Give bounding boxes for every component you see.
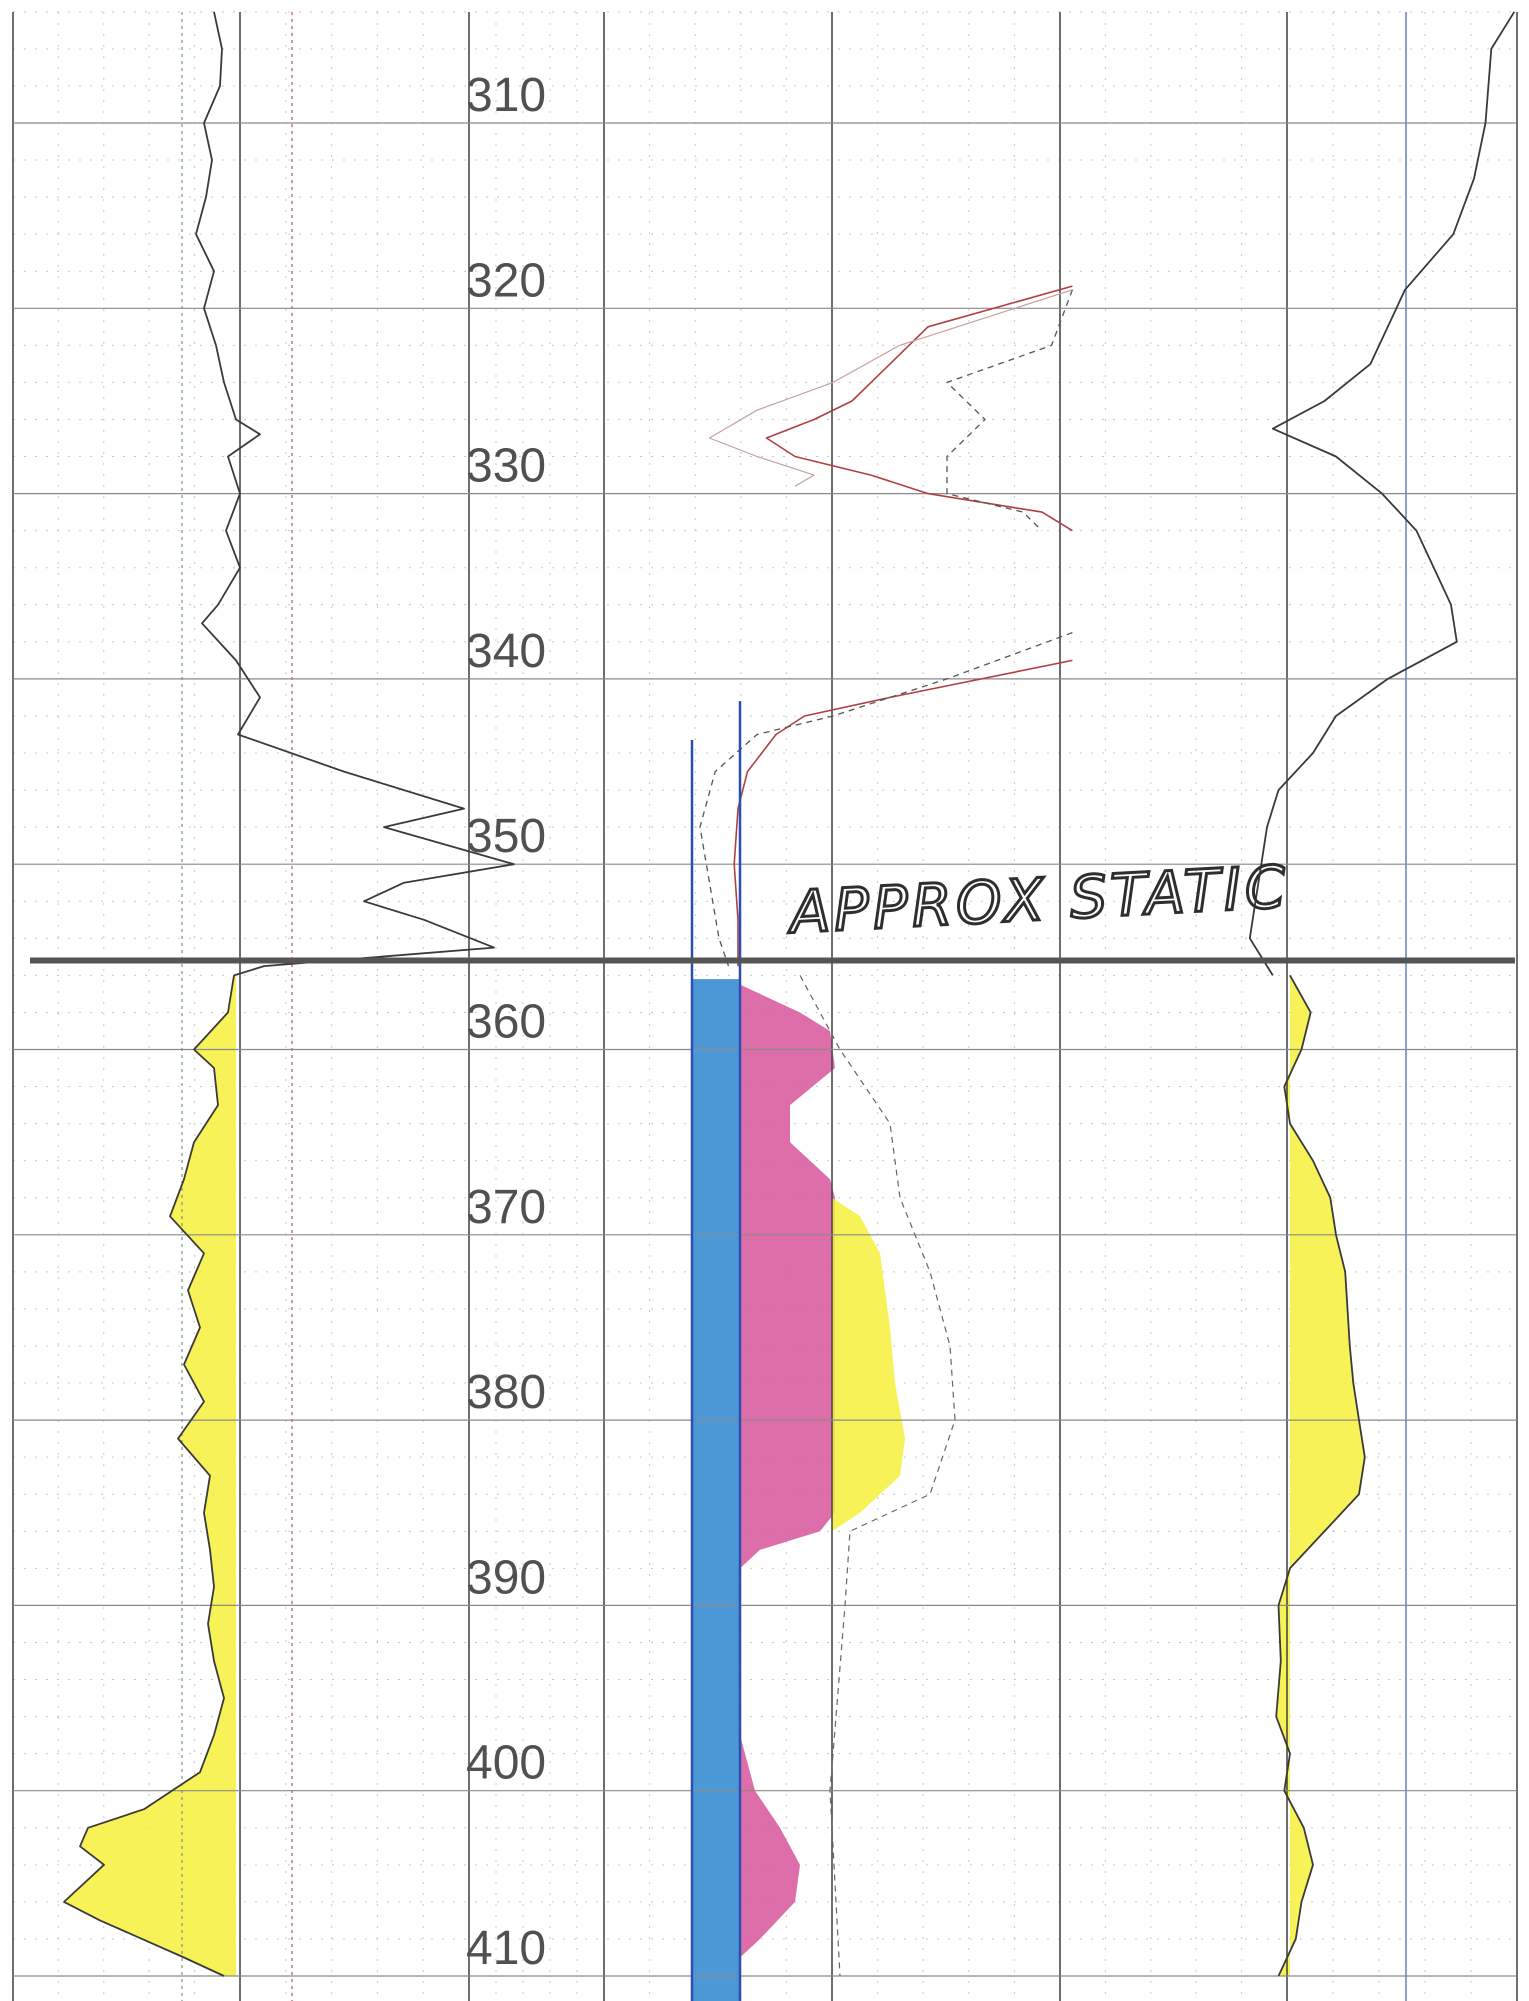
magenta-shade-area-lower — [740, 1735, 800, 1958]
log-curve — [195, 11, 515, 977]
log-curve — [708, 289, 1073, 487]
log-curves — [63, 11, 1516, 2001]
minor-grid — [13, 11, 1517, 2001]
log-curve — [1248, 11, 1516, 976]
static-level-annotation: APPROX STATIC — [30, 851, 1515, 964]
log-curve — [63, 975, 235, 1977]
log-curve — [946, 289, 1074, 532]
depth-tick-label: 340 — [466, 625, 546, 678]
yellow-shade-area — [64, 975, 236, 1976]
log-curve — [765, 285, 1073, 532]
depth-tick-labels: 310 320 330 340 350 360 370 380 390 400 410 — [466, 69, 546, 1975]
blue-shade-column — [692, 979, 740, 2001]
depth-tick-label: 410 — [466, 1922, 546, 1975]
static-level-label: APPROX STATIC — [785, 853, 1291, 947]
magenta-shade-area — [740, 984, 835, 1569]
yellow-shade-area — [1276, 975, 1365, 1976]
depth-tick-label: 310 — [466, 69, 546, 122]
yellow-shade-area-middle — [832, 1197, 905, 1532]
log-curve — [1275, 974, 1366, 1977]
shaded-areas — [64, 975, 1365, 2001]
depth-tick-label: 370 — [466, 1181, 546, 1234]
depth-tick-label: 360 — [466, 996, 546, 1049]
log-curve — [699, 631, 1073, 967]
depth-tick-label: 380 — [466, 1366, 546, 1419]
log-curve — [733, 659, 1073, 967]
depth-tick-label: 350 — [466, 810, 546, 863]
depth-tick-label: 330 — [466, 440, 546, 493]
depth-tick-label: 400 — [466, 1737, 546, 1790]
major-grid — [12, 12, 1518, 2001]
depth-tick-label: 390 — [466, 1551, 546, 1604]
log-curve — [799, 975, 956, 1977]
depth-tick-label: 320 — [466, 254, 546, 307]
